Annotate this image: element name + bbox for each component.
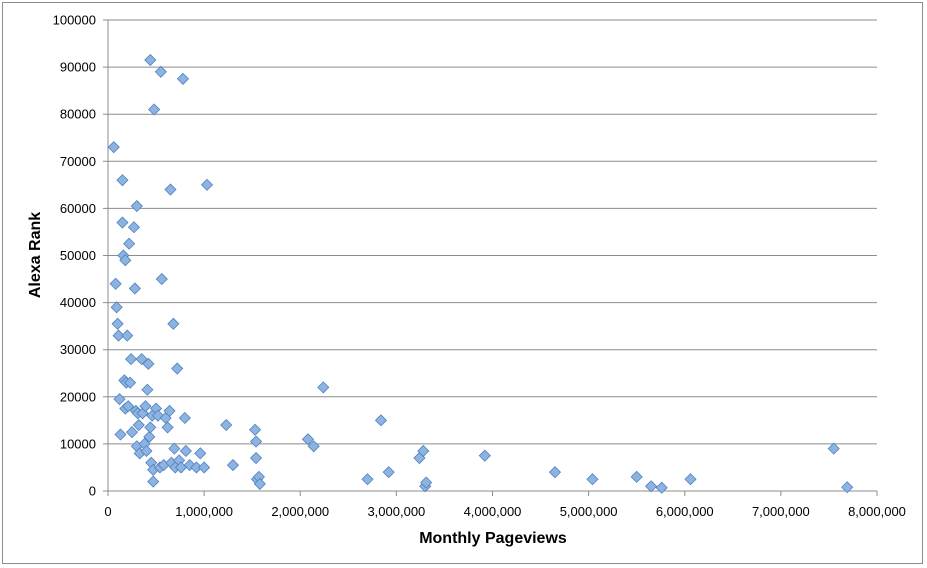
data-point (128, 282, 141, 295)
y-tick-label: 20000 (60, 389, 96, 404)
data-point (548, 466, 562, 479)
data-point (141, 383, 154, 396)
data-point (307, 440, 320, 453)
data-point (116, 216, 129, 229)
data-point (109, 277, 122, 290)
y-tick-labels: 0 10000 20000 30000 40000 50000 60000 70000 8000… (53, 13, 96, 499)
data-point (374, 414, 388, 427)
data-point (164, 183, 177, 196)
data-point (143, 430, 156, 443)
data-point (135, 353, 148, 366)
data-point (144, 53, 157, 67)
data-point (253, 477, 266, 491)
x-tick-label: 5,000,000 (560, 504, 618, 519)
data-point (827, 442, 840, 455)
data-point (249, 423, 262, 436)
y-tick-label: 40000 (60, 295, 96, 310)
data-point (113, 393, 126, 406)
data-point (586, 473, 599, 486)
data-point (226, 459, 240, 472)
data-point (220, 418, 233, 432)
y-tick-label: 30000 (60, 342, 96, 357)
data-point (154, 65, 167, 78)
data-point (478, 449, 491, 462)
data-point (176, 72, 190, 85)
y-tick-label: 100000 (53, 13, 96, 28)
data-point (125, 426, 139, 439)
x-tick-label: 3,000,000 (367, 504, 425, 519)
data-point (684, 473, 697, 486)
data-point (144, 421, 157, 434)
data-point (198, 461, 211, 474)
data-point (111, 317, 124, 330)
data-point (132, 418, 145, 432)
data-point (107, 141, 120, 154)
data-point (249, 435, 263, 448)
x-tick-label: 8,000,000 (848, 504, 906, 519)
data-point (168, 442, 181, 455)
data-point (124, 376, 137, 389)
y-tick-label: 60000 (60, 201, 96, 216)
y-tick-label: 70000 (60, 154, 96, 169)
data-point (147, 475, 160, 488)
data-point (114, 428, 127, 441)
y-tick-label: 80000 (60, 107, 96, 122)
y-tick-label: 0 (89, 484, 96, 499)
x-tick-label: 7,000,000 (752, 504, 810, 519)
data-point (249, 451, 263, 465)
data-point (417, 444, 430, 458)
y-tick-label: 10000 (60, 436, 96, 451)
data-point (125, 353, 138, 366)
data-point (317, 381, 330, 394)
data-point (119, 254, 132, 267)
data-point (630, 470, 643, 483)
data-point (301, 433, 315, 446)
data-point (139, 400, 152, 413)
data-point (841, 481, 854, 494)
data-point (171, 362, 184, 375)
data-point (361, 473, 374, 486)
data-point (112, 329, 125, 342)
data-point (382, 466, 395, 479)
data-point (645, 480, 658, 493)
data-point (161, 421, 174, 434)
data-point (121, 329, 134, 342)
data-point (178, 411, 191, 425)
data-point (194, 447, 207, 460)
data-point (140, 444, 153, 458)
x-axis-title: Monthly Pageviews (419, 530, 567, 547)
data-point (116, 174, 129, 187)
data-point (123, 237, 136, 250)
data-point (130, 199, 143, 213)
data-point (655, 481, 668, 494)
data-point (110, 301, 123, 314)
data-point (167, 317, 180, 330)
data-point (163, 404, 176, 417)
data-point (155, 272, 168, 286)
data-point (179, 444, 192, 458)
x-tick-label: 2,000,000 (271, 504, 329, 519)
x-tick-label: 6,000,000 (656, 504, 714, 519)
axes (103, 19, 878, 496)
data-point (420, 476, 433, 489)
x-tick-labels: 0 1,000,000 2,000,000 3,000,000 4,000,000 5,0… (104, 504, 906, 519)
data-point (122, 400, 135, 413)
x-tick-label: 4,000,000 (464, 504, 522, 519)
x-tick-label: 0 (104, 504, 111, 519)
x-tick-label: 1,000,000 (175, 504, 233, 519)
data-point (200, 178, 214, 191)
data-point (142, 357, 155, 370)
y-tick-label: 50000 (60, 248, 96, 263)
y-axis-title: Alexa Rank (27, 212, 44, 298)
y-tick-label: 90000 (60, 60, 96, 75)
data-points (107, 53, 854, 494)
data-point (148, 103, 161, 116)
data-point (127, 221, 141, 234)
gridlines (108, 19, 877, 445)
